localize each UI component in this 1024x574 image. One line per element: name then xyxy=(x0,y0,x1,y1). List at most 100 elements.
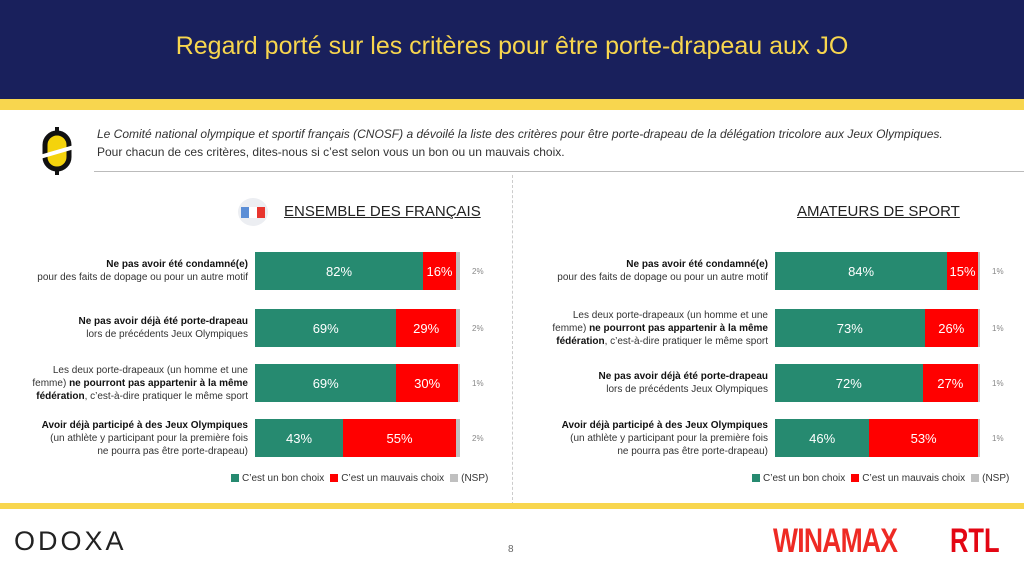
bar-segment-good: 82% xyxy=(255,252,424,290)
chart-legend: C’est un bon choix C’est un mauvais choix… xyxy=(231,473,488,484)
bar-segment-bad: 27% xyxy=(922,364,978,402)
bar-segment-nsp xyxy=(977,364,980,402)
bar-segment-bad: 26% xyxy=(924,309,978,347)
header-stripe xyxy=(0,99,1024,110)
legend-swatch-nsp xyxy=(971,474,980,482)
bar-segment-nsp xyxy=(455,419,460,457)
stacked-bar: 43% 55% xyxy=(255,419,460,457)
legend-label-good: C’est un bon choix xyxy=(242,473,325,484)
panel-title-amateurs: AMATEURS DE SPORT xyxy=(797,203,960,220)
bar-segment-good: 72% xyxy=(775,364,923,402)
criterion-label-part: lors de précédents Jeux Olympiques xyxy=(606,384,768,395)
panel-divider xyxy=(512,175,513,505)
bar-segment-good: 46% xyxy=(775,419,870,457)
stacked-bar: 46% 53% xyxy=(775,419,980,457)
stacked-bar: 72% 27% xyxy=(775,364,980,402)
bar-segment-nsp xyxy=(977,419,980,457)
legend-item-nsp: (NSP) xyxy=(971,473,1009,484)
criterion-label-part: ne pourront pas appartenir à la même féd… xyxy=(556,322,768,347)
criterion-label-part: Ne pas avoir été condamné(e) xyxy=(106,259,248,270)
chart-legend: C’est un bon choix C’est un mauvais choix… xyxy=(752,473,1009,484)
nsp-value-label: 1% xyxy=(992,267,1004,276)
stacked-bar: 69% 29% xyxy=(255,309,460,347)
nsp-value-label: 1% xyxy=(992,324,1004,333)
bar-segment-good: 69% xyxy=(255,309,397,347)
divider xyxy=(94,171,1024,172)
bar-segment-nsp xyxy=(455,309,460,347)
bar-segment-good: 73% xyxy=(775,309,925,347)
odoxa-logo-icon xyxy=(40,127,74,175)
criterion-label: Ne pas avoir été condamné(e) pour des fai… xyxy=(548,258,768,284)
nsp-value-label: 2% xyxy=(472,324,484,333)
odoxa-logo: ODOXA xyxy=(14,526,127,556)
header-bar: Regard porté sur les critères pour être … xyxy=(0,0,1024,99)
criterion-label-part: Avoir déjà participé à des Jeux Olympiqu… xyxy=(41,419,248,431)
criterion-label: Les deux porte-drapeaux (un homme et une… xyxy=(28,364,248,403)
nsp-value-label: 2% xyxy=(472,434,484,443)
footer-stripe xyxy=(0,503,1024,509)
bar-segment-bad: 55% xyxy=(343,419,456,457)
criterion-label: Avoir déjà participé à des Jeux Olympiqu… xyxy=(28,419,248,458)
bar-segment-nsp xyxy=(457,364,460,402)
criterion-label-part: , c’est-à-dire pratiquer le même sport xyxy=(604,335,768,347)
criterion-label-part: pour des faits de dopage ou pour un autr… xyxy=(557,272,768,283)
criterion-label-part: Les deux porte-drapeaux (un homme et une… xyxy=(552,309,768,334)
bar-segment-bad: 29% xyxy=(396,309,456,347)
bar-segment-bad: 16% xyxy=(423,252,456,290)
bar-segment-good: 43% xyxy=(255,419,344,457)
slide-title: Regard porté sur les critères pour être … xyxy=(175,32,849,60)
stacked-bar: 82% 16% xyxy=(255,252,460,290)
bar-segment-nsp xyxy=(977,309,980,347)
winamax-logo: WINAMAX xyxy=(773,522,898,560)
legend-swatch-nsp xyxy=(450,474,459,482)
criterion-label-part: Ne pas avoir déjà été porte-drapeau xyxy=(78,316,248,327)
bar-segment-nsp xyxy=(455,252,460,290)
criterion-label: Ne pas avoir déjà été porte-drapeau lors … xyxy=(548,370,768,396)
criterion-label: Avoir déjà participé à des Jeux Olympiqu… xyxy=(548,419,768,458)
criterion-label-part: (un athlète y participant pour la premiè… xyxy=(50,432,248,457)
legend-label-nsp: (NSP) xyxy=(982,473,1010,484)
criterion-label-part: ne pourront pas appartenir à la même féd… xyxy=(36,377,248,402)
bar-segment-bad: 53% xyxy=(869,419,978,457)
bar-segment-nsp xyxy=(977,252,980,290)
criterion-label-part: , c’est-à-dire pratiquer le même sport xyxy=(84,390,248,402)
page-number: 8 xyxy=(508,544,514,555)
legend-label-good: C’est un bon choix xyxy=(763,473,846,484)
stacked-bar: 69% 30% xyxy=(255,364,460,402)
bar-segment-bad: 15% xyxy=(947,252,978,290)
criterion-label-part: Ne pas avoir été condamné(e) xyxy=(626,259,768,270)
criterion-label-part: Les deux porte-drapeaux (un homme et une… xyxy=(32,364,248,389)
bar-segment-good: 84% xyxy=(775,252,948,290)
nsp-value-label: 1% xyxy=(992,434,1004,443)
bar-segment-good: 69% xyxy=(255,364,397,402)
intro-line-1: Le Comité national olympique et sportif … xyxy=(97,127,943,141)
legend-label-nsp: (NSP) xyxy=(461,473,489,484)
bar-segment-bad: 30% xyxy=(396,364,458,402)
legend-label-bad: C’est un mauvais choix xyxy=(341,473,445,484)
nsp-value-label: 2% xyxy=(472,267,484,276)
legend-swatch-bad xyxy=(851,474,860,482)
legend-item-good: C’est un bon choix xyxy=(231,473,324,484)
criterion-label-part: (un athlète y participant pour la premiè… xyxy=(570,432,768,457)
legend-item-bad: C’est un mauvais choix xyxy=(851,473,965,484)
stacked-bar: 84% 15% xyxy=(775,252,980,290)
stacked-bar: 73% 26% xyxy=(775,309,980,347)
legend-item-nsp: (NSP) xyxy=(450,473,488,484)
criterion-label-part: lors de précédents Jeux Olympiques xyxy=(86,329,248,340)
legend-item-good: C’est un bon choix xyxy=(752,473,845,484)
legend-item-bad: C’est un mauvais choix xyxy=(330,473,444,484)
france-flag-icon xyxy=(238,198,268,226)
legend-swatch-good xyxy=(752,474,760,482)
criterion-label-part: pour des faits de dopage ou pour un autr… xyxy=(37,272,248,283)
criterion-label: Les deux porte-drapeaux (un homme et une… xyxy=(548,309,768,348)
legend-swatch-bad xyxy=(330,474,339,482)
legend-label-bad: C’est un mauvais choix xyxy=(862,473,966,484)
criterion-label-part: Avoir déjà participé à des Jeux Olympiqu… xyxy=(561,419,768,431)
nsp-value-label: 1% xyxy=(472,379,484,388)
criterion-label: Ne pas avoir été condamné(e) pour des fai… xyxy=(28,258,248,284)
nsp-value-label: 1% xyxy=(992,379,1004,388)
criterion-label-part: Ne pas avoir déjà été porte-drapeau xyxy=(598,371,768,382)
rtl-logo: RTL xyxy=(950,522,1000,560)
question-intro: Le Comité national olympique et sportif … xyxy=(97,125,943,161)
legend-swatch-good xyxy=(231,474,239,482)
